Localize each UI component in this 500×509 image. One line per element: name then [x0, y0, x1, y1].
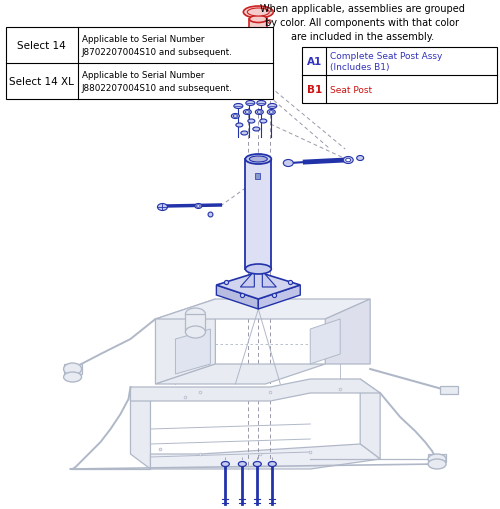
Ellipse shape — [186, 308, 206, 320]
Ellipse shape — [246, 155, 272, 165]
Bar — [246, 160, 272, 269]
Ellipse shape — [284, 160, 294, 167]
Ellipse shape — [248, 9, 270, 17]
Text: Seat Post: Seat Post — [330, 86, 372, 94]
Ellipse shape — [244, 7, 274, 19]
Ellipse shape — [186, 326, 206, 338]
Ellipse shape — [64, 363, 82, 375]
Polygon shape — [130, 379, 380, 401]
Text: Applicable to Serial Number
J8702207004S10 and subsequent.: Applicable to Serial Number J8702207004S… — [82, 35, 233, 56]
Ellipse shape — [244, 110, 252, 115]
Ellipse shape — [64, 372, 82, 382]
Text: When applicable, assemblies are grouped
by color. All components with that color: When applicable, assemblies are grouped … — [260, 4, 464, 42]
Ellipse shape — [428, 454, 446, 464]
Ellipse shape — [268, 462, 276, 467]
Text: A1: A1 — [306, 57, 322, 67]
Ellipse shape — [256, 110, 264, 115]
Ellipse shape — [234, 104, 243, 109]
Ellipse shape — [236, 124, 243, 128]
Polygon shape — [216, 286, 258, 309]
Bar — [302, 48, 497, 104]
Ellipse shape — [343, 157, 353, 164]
Ellipse shape — [258, 111, 262, 114]
Ellipse shape — [232, 115, 239, 119]
Ellipse shape — [260, 120, 267, 124]
Bar — [64, 364, 82, 374]
Bar — [428, 454, 446, 462]
Polygon shape — [310, 319, 340, 364]
Ellipse shape — [238, 462, 246, 467]
Ellipse shape — [428, 459, 446, 469]
Ellipse shape — [253, 128, 260, 132]
Ellipse shape — [250, 16, 268, 23]
Ellipse shape — [356, 156, 364, 161]
Text: Complete Seat Post Assy
(Includes B1): Complete Seat Post Assy (Includes B1) — [330, 51, 442, 72]
Bar — [186, 315, 206, 332]
Polygon shape — [360, 379, 380, 459]
Text: Select 14: Select 14 — [17, 41, 66, 51]
Ellipse shape — [270, 111, 274, 114]
Ellipse shape — [254, 462, 262, 467]
Ellipse shape — [158, 204, 168, 211]
Ellipse shape — [241, 132, 248, 136]
Text: Applicable to Serial Number
J8802207004S10 and subsequent.: Applicable to Serial Number J8802207004S… — [82, 71, 233, 93]
Bar — [250, 20, 268, 88]
Text: B1: B1 — [306, 85, 322, 95]
Bar — [6, 28, 274, 100]
Polygon shape — [156, 299, 216, 384]
Ellipse shape — [222, 462, 230, 467]
Polygon shape — [216, 272, 300, 299]
Polygon shape — [258, 286, 300, 309]
Ellipse shape — [246, 111, 250, 114]
Polygon shape — [262, 271, 276, 288]
Polygon shape — [130, 387, 150, 469]
Ellipse shape — [246, 101, 255, 106]
Ellipse shape — [196, 205, 200, 208]
Polygon shape — [325, 299, 370, 364]
Text: Select 14 XL: Select 14 XL — [9, 77, 74, 87]
Ellipse shape — [195, 204, 202, 209]
Ellipse shape — [246, 265, 272, 274]
Ellipse shape — [248, 120, 255, 124]
Polygon shape — [156, 364, 325, 384]
Polygon shape — [240, 271, 254, 288]
Ellipse shape — [346, 159, 350, 162]
Ellipse shape — [234, 116, 237, 118]
Ellipse shape — [268, 110, 276, 115]
Ellipse shape — [250, 84, 268, 91]
Ellipse shape — [268, 104, 277, 109]
Bar — [256, 174, 260, 180]
Ellipse shape — [250, 157, 268, 163]
Polygon shape — [176, 329, 210, 374]
Bar — [440, 386, 458, 394]
Ellipse shape — [257, 101, 266, 106]
Polygon shape — [156, 299, 370, 319]
Polygon shape — [150, 444, 380, 469]
